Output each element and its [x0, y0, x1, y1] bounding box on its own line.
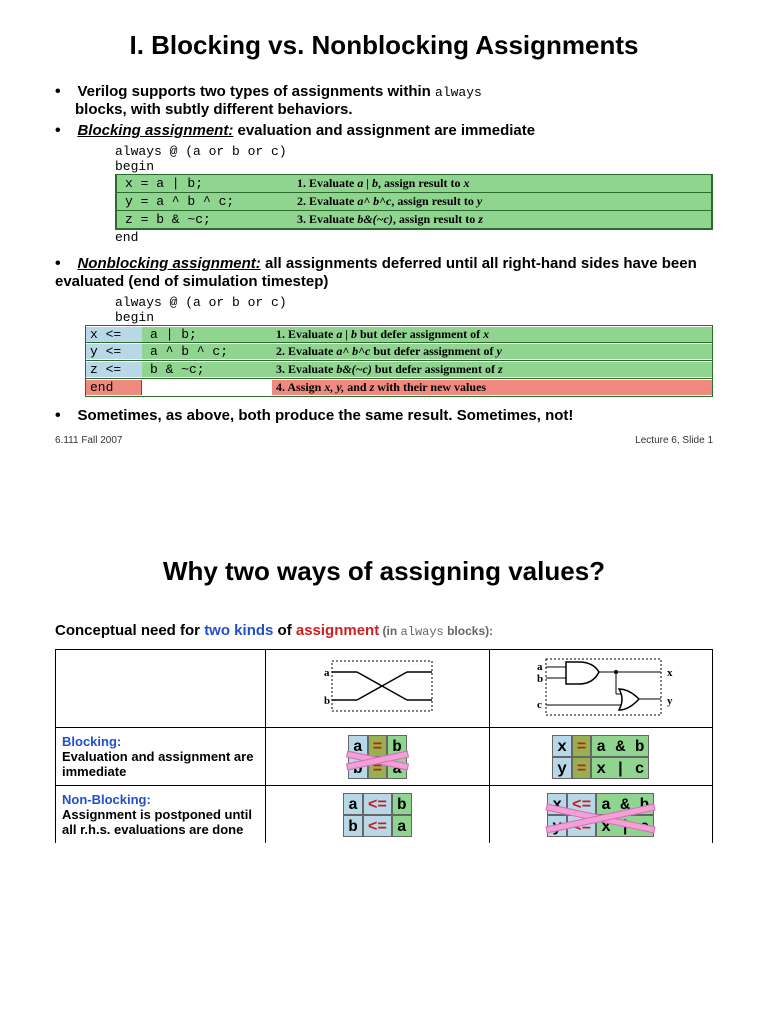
- c2-r3-code: b & ~c;: [142, 362, 272, 377]
- slide1-footer: 6.111 Fall 2007 Lecture 6, Slide 1: [55, 435, 713, 446]
- comparison-table: a b a b c x y: [55, 649, 713, 843]
- c2-r4-desc: 4. Assign x, y, and z with their new val…: [272, 380, 712, 395]
- slide1-title: I. Blocking vs. Nonblocking Assignments: [55, 30, 713, 61]
- c1-l1: always @ (a or b or c): [115, 144, 713, 159]
- svg-text:a: a: [324, 667, 330, 679]
- c1-end: end: [115, 230, 713, 245]
- footer-left: 6.111 Fall 2007: [55, 435, 122, 446]
- code-block-1: always @ (a or b or c) begin x = a | b; …: [115, 144, 713, 245]
- gates-diagram: a b c x y: [521, 656, 681, 721]
- c2-r1-desc: 1. Evaluate a | b but defer assignment o…: [272, 327, 712, 342]
- slide-1: I. Blocking vs. Nonblocking Assignments …: [55, 30, 713, 446]
- c2-r2-code: a ^ b ^ c;: [142, 344, 272, 359]
- code-block-2: always @ (a or b or c) begin x <= a | b;…: [115, 295, 713, 397]
- blocking-desc: Evaluation and assignment are immediate: [62, 749, 259, 779]
- c1-r2-desc: 2. Evaluate a^ b^c, assign result to y: [297, 194, 482, 209]
- c2-l1: always @ (a or b or c): [115, 295, 713, 310]
- nb-swap-code: a<=b b<=a: [343, 793, 411, 837]
- svg-text:b: b: [537, 673, 543, 685]
- c2-r1-code: a | b;: [142, 327, 272, 342]
- c2-l2: begin: [115, 310, 713, 325]
- c1-l2: begin: [115, 159, 713, 174]
- b3-em: Nonblocking assignment:: [77, 255, 260, 272]
- slide-2: Why two ways of assigning values? Concep…: [55, 556, 713, 843]
- blocking-title: Blocking:: [62, 734, 259, 749]
- c2-r3-left: z <=: [86, 362, 142, 377]
- svg-text:y: y: [667, 695, 673, 707]
- c1-r2-code: y = a ^ b ^ c;: [117, 194, 297, 209]
- c2-r1-left: x <=: [86, 327, 142, 342]
- svg-text:a: a: [537, 661, 543, 673]
- bullet-3: • Nonblocking assignment: all assignment…: [55, 255, 713, 291]
- svg-text:x: x: [667, 667, 673, 679]
- c2-r4-end: end: [86, 380, 142, 395]
- c1-r1-desc: 1. Evaluate a | b, assign result to x: [297, 176, 469, 191]
- nb-gates-code: x<=a & b y<=x | c: [547, 793, 654, 837]
- bullet-2: • Blocking assignment: evaluation and as…: [55, 122, 713, 140]
- slide2-subhead: Conceptual need for two kinds of assignm…: [55, 622, 713, 639]
- c2-r2-desc: 2. Evaluate a^ b^c but defer assignment …: [272, 344, 712, 359]
- c1-r3-desc: 3. Evaluate b&(~c), assign result to z: [297, 212, 483, 227]
- footer-right: Lecture 6, Slide 1: [635, 435, 713, 446]
- b1-post: blocks, with subtly different behaviors.: [75, 101, 713, 118]
- swap-diagram: a b: [302, 656, 452, 721]
- c1-r1-code: x = a | b;: [117, 176, 297, 191]
- c2-r3-desc: 3. Evaluate b&(~c) but defer assignment …: [272, 362, 712, 377]
- b2-rest: evaluation and assignment are immediate: [233, 122, 535, 139]
- bullet-1: • Verilog supports two types of assignme…: [55, 83, 713, 118]
- b2-em: Blocking assignment:: [77, 122, 233, 139]
- blocking-swap-code: a=b b=a: [348, 735, 407, 779]
- svg-text:c: c: [537, 699, 542, 711]
- nb-title: Non-Blocking:: [62, 792, 259, 807]
- nb-desc: Assignment is postponed until all r.h.s.…: [62, 807, 259, 837]
- b4-text: Sometimes, as above, both produce the sa…: [77, 407, 573, 424]
- bullet-4: • Sometimes, as above, both produce the …: [55, 407, 713, 425]
- svg-text:b: b: [324, 695, 330, 707]
- c2-r2-left: y <=: [86, 344, 142, 359]
- b1-code: always: [435, 85, 482, 100]
- c1-r3-code: z = b & ~c;: [117, 212, 297, 227]
- b1-pre: Verilog supports two types of assignment…: [77, 83, 435, 100]
- slide2-title: Why two ways of assigning values?: [55, 556, 713, 587]
- blocking-gates-code: x=a & b y=x | c: [552, 735, 649, 779]
